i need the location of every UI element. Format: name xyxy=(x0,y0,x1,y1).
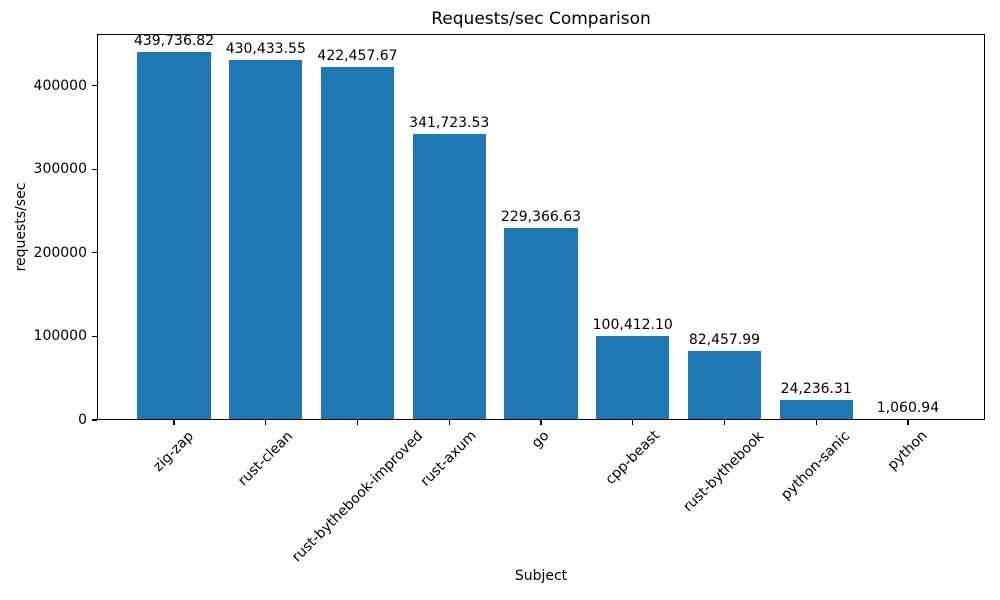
bar-go xyxy=(504,228,578,420)
bar-rust-axum xyxy=(412,134,486,420)
x-tick-mark xyxy=(540,420,542,425)
y-tick-label-300000: 300000 xyxy=(33,161,87,178)
x-tick-mark xyxy=(265,420,267,425)
plot-area xyxy=(97,34,985,420)
bar-zig-zap xyxy=(137,52,211,420)
y-tick-mark xyxy=(92,419,97,421)
x-tick-mark xyxy=(356,420,359,425)
x-tick-label-python-sanic: python-sanic xyxy=(778,427,854,504)
x-tick-label-rust-clean: rust-clean xyxy=(234,427,296,489)
bar-value-label: 100,412.10 xyxy=(592,317,673,334)
bar-rust-bythebook-improved xyxy=(320,66,395,420)
y-tick-mark xyxy=(92,335,97,338)
x-tick-label-python: python xyxy=(884,427,931,474)
x-tick-label-rust-bythebook: rust-bythebook xyxy=(680,428,768,515)
y-tick-label-0: 0 xyxy=(78,412,87,428)
x-tick-label-rust-bythebook-improved: rust-bythebook-improved xyxy=(288,427,426,566)
x-tick-mark xyxy=(723,420,726,425)
x-tick-mark xyxy=(815,420,817,425)
y-tick-label-400000: 400000 xyxy=(33,77,87,94)
bar-rust-clean xyxy=(229,60,303,420)
bar-value-label: 1,060.94 xyxy=(876,400,940,416)
bar-value-label: 341,723.53 xyxy=(409,115,490,132)
x-tick-mark xyxy=(173,420,175,425)
bar-value-label: 24,236.31 xyxy=(780,380,852,397)
x-axis-label: Subject xyxy=(514,568,568,584)
bar-cpp-beast xyxy=(596,336,670,420)
y-tick-mark xyxy=(92,84,97,87)
bar-python-sanic xyxy=(779,399,853,420)
x-tick-label-cpp-beast: cpp-beast xyxy=(602,427,663,489)
bar-rust-bythebook xyxy=(687,351,762,420)
chart-title: Requests/sec Comparison xyxy=(431,9,651,29)
bar-value-label: 82,457.99 xyxy=(688,332,761,349)
y-tick-label-100000: 100000 xyxy=(33,328,87,345)
bar-value-label: 430,433.55 xyxy=(225,41,306,58)
x-tick-label-rust-axum: rust-axum xyxy=(417,428,480,491)
x-tick-mark xyxy=(907,420,909,425)
bar-value-label: 422,457.67 xyxy=(317,47,398,64)
y-tick-label-200000: 200000 xyxy=(33,244,87,261)
x-tick-mark xyxy=(448,420,450,425)
y-tick-mark xyxy=(92,252,97,254)
x-tick-mark xyxy=(632,420,634,425)
y-tick-mark xyxy=(92,168,97,170)
x-tick-label-go: go xyxy=(528,427,553,452)
bar-value-label: 229,366.63 xyxy=(500,209,582,226)
x-tick-label-zig-zap: zig-zap xyxy=(150,427,198,475)
bar-value-label: 439,736.82 xyxy=(133,33,215,50)
